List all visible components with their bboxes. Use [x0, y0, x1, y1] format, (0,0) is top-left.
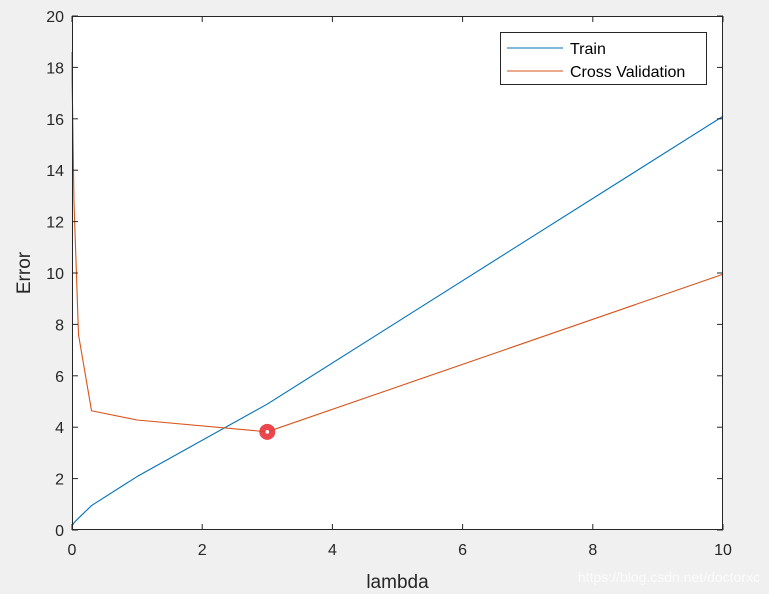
x-tick-label: 6	[458, 542, 467, 559]
minimum-marker-dot	[265, 430, 270, 434]
y-axis-label: Error	[14, 251, 35, 294]
x-tick-label: 0	[68, 542, 77, 559]
y-tick-label: 8	[55, 317, 64, 334]
plot-area	[72, 16, 723, 530]
y-tick-label: 10	[46, 266, 64, 283]
x-axis-label: lambda	[366, 572, 429, 593]
y-tick-label: 12	[46, 215, 64, 232]
y-tick-label: 0	[55, 523, 64, 540]
legend-box	[500, 32, 707, 85]
x-tick-label: 2	[198, 542, 207, 559]
y-tick-label: 14	[46, 163, 64, 180]
y-tick-label: 16	[46, 112, 64, 129]
y-tick-label: 4	[55, 420, 64, 437]
x-tick-label: 8	[588, 542, 597, 559]
x-tick-label: 4	[328, 542, 337, 559]
legend: Train Cross Validation	[500, 32, 707, 85]
watermark: https://blog.csdn.net/doctorxc	[578, 569, 760, 585]
marker-layer	[259, 423, 276, 440]
tick-layer: 0 2 4 6 8 10 0 2 4 6 8 10 12 14 16 18 20	[46, 9, 732, 559]
y-tick-label: 2	[55, 472, 64, 489]
y-tick-label: 6	[55, 369, 64, 386]
legend-label-1: Cross Validation	[570, 64, 685, 81]
legend-label-0: Train	[570, 41, 606, 58]
y-tick-label: 20	[46, 9, 64, 26]
y-tick-label: 18	[46, 60, 64, 77]
x-tick-label: 10	[714, 542, 732, 559]
